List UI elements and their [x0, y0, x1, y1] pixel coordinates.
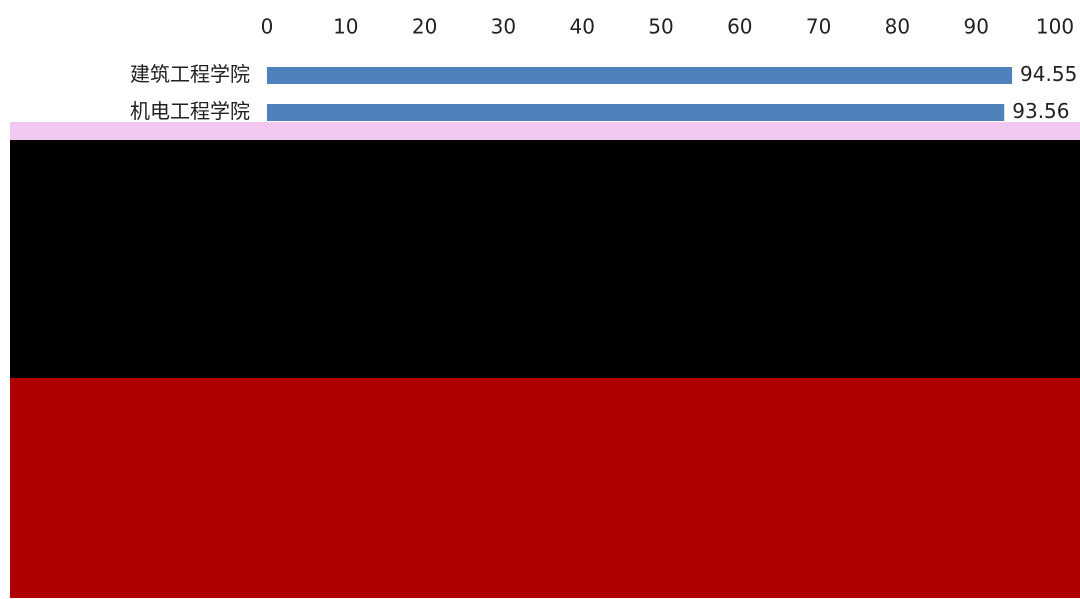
glitch-block-red [10, 378, 1080, 598]
x-tick-label: 100 [1036, 15, 1074, 39]
category-label: 建筑工程学院 [130, 62, 250, 86]
x-tick-label: 10 [333, 15, 358, 39]
x-tick-label: 60 [727, 15, 752, 39]
x-tick-label: 50 [648, 15, 673, 39]
x-tick-label: 40 [569, 15, 594, 39]
x-tick-label: 90 [963, 15, 988, 39]
x-tick-label: 80 [885, 15, 910, 39]
glitch-strip [10, 122, 1080, 142]
bar [267, 67, 1013, 84]
x-tick-label: 30 [491, 15, 516, 39]
glitch-block-dark [10, 140, 1080, 380]
value-label: 93.56 [1012, 99, 1069, 123]
bar [267, 104, 1005, 121]
x-tick-label: 20 [412, 15, 437, 39]
x-tick-label: 0 [261, 15, 274, 39]
value-label: 94.55 [1020, 62, 1077, 86]
category-label: 机电工程学院 [130, 99, 250, 123]
x-tick-label: 70 [806, 15, 831, 39]
